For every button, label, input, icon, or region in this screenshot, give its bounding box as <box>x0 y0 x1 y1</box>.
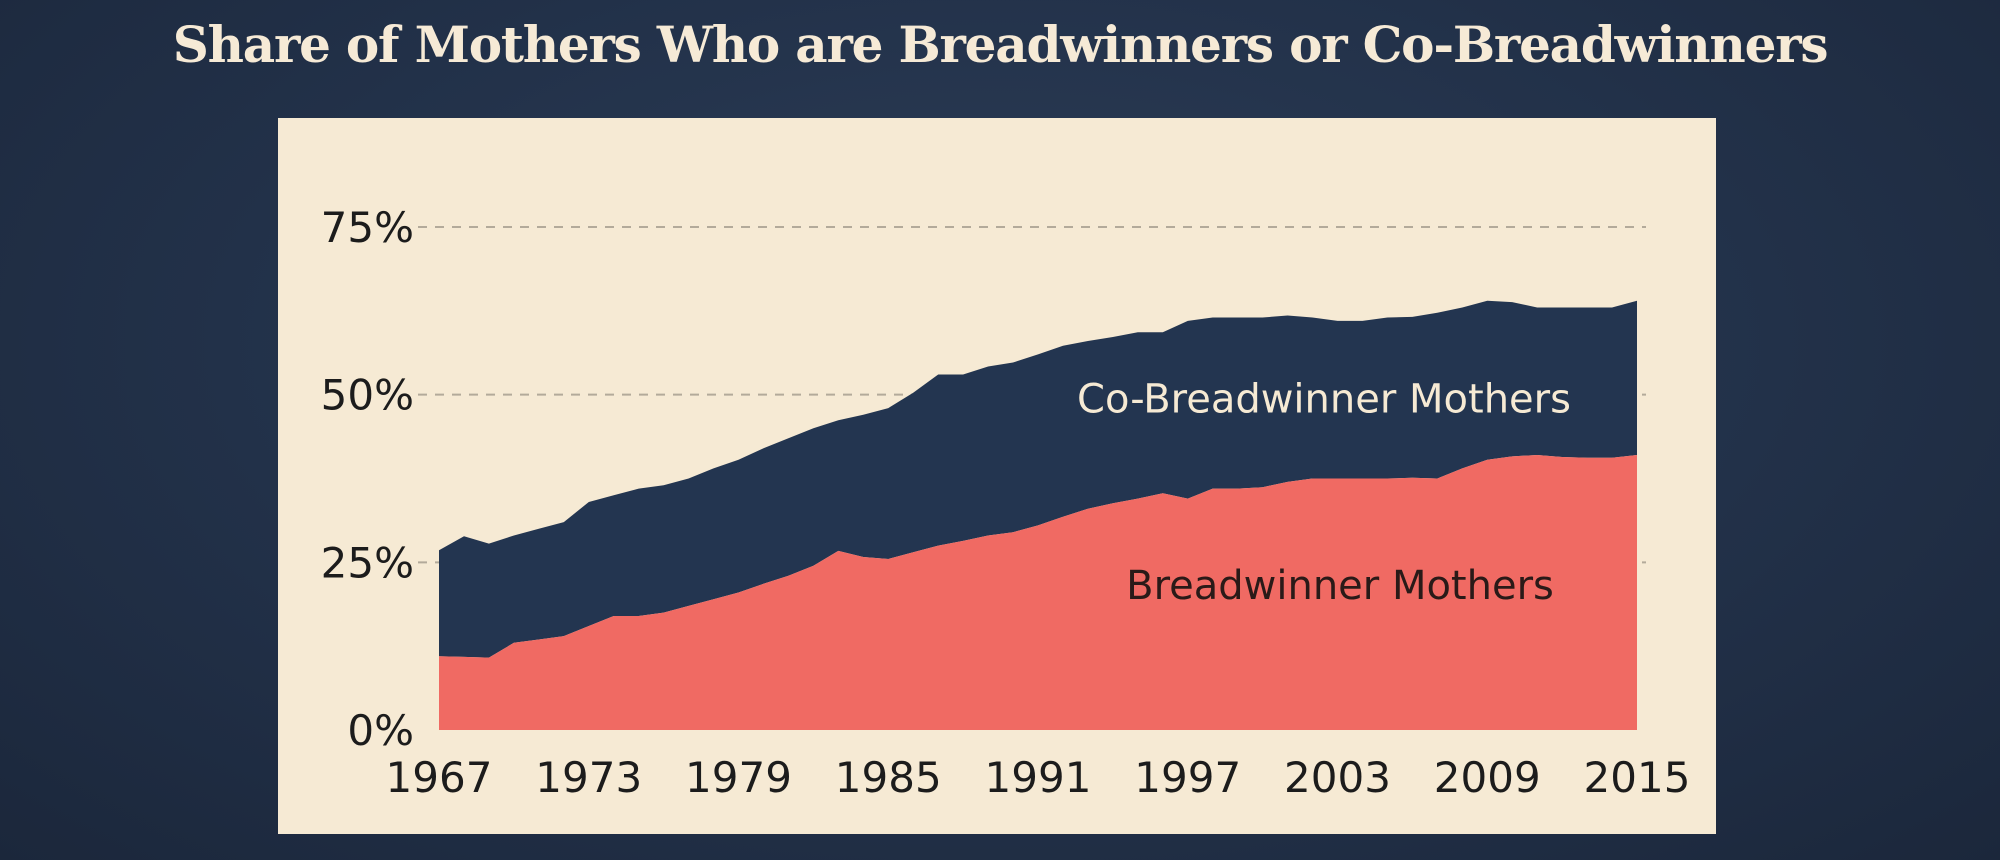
x-tick-label: 1967 <box>386 753 493 802</box>
x-axis-ticks: 1967 1973 1979 1985 1991 1997 2003 2009 2015 <box>386 753 1691 802</box>
x-tick-label: 1979 <box>685 753 792 802</box>
x-tick-label: 1985 <box>835 753 942 802</box>
chart-title: Share of Mothers Who are Breadwinners or… <box>172 15 1829 74</box>
co-breadwinner-label: Co-Breadwinner Mothers <box>1077 377 1571 423</box>
x-tick-label: 1991 <box>985 753 1092 802</box>
series-labels: Co-Breadwinner Mothers Breadwinner Mothe… <box>1077 377 1571 610</box>
y-axis-ticks: 0% 25% 50% 75% <box>321 203 414 755</box>
y-tick-label: 75% <box>321 203 414 252</box>
x-tick-label: 2015 <box>1584 753 1691 802</box>
x-tick-label: 2003 <box>1284 753 1391 802</box>
y-tick-label: 0% <box>347 706 414 755</box>
y-tick-label: 25% <box>321 538 414 587</box>
x-tick-label: 1973 <box>535 753 642 802</box>
x-tick-label: 2009 <box>1434 753 1541 802</box>
co-breadwinner-area <box>439 300 1637 658</box>
breadwinner-label: Breadwinner Mothers <box>1126 563 1554 609</box>
breadwinner-area <box>439 455 1637 730</box>
area-series <box>439 300 1637 730</box>
area-chart: 0% 25% 50% 75% 1967 1973 1979 1985 1991 1997 2003… <box>321 203 1691 802</box>
chart-panel: 0% 25% 50% 75% 1967 1973 1979 1985 1991 1997 2003… <box>278 118 1716 834</box>
y-tick-label: 50% <box>321 371 414 420</box>
x-tick-label: 1997 <box>1134 753 1241 802</box>
